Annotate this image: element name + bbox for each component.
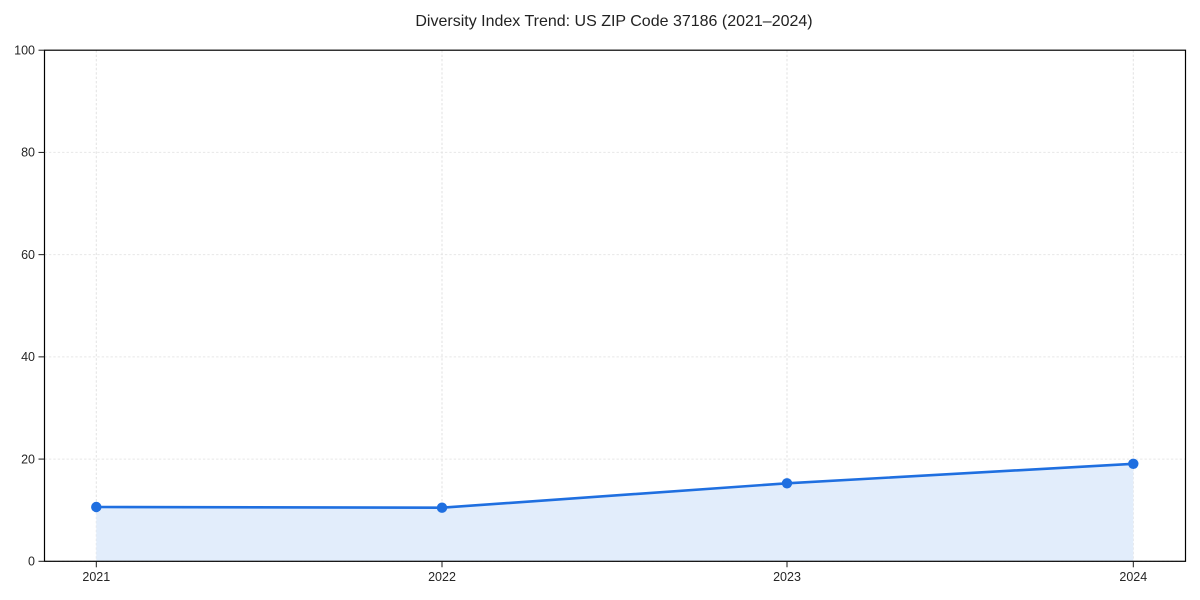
svg-text:100: 100 bbox=[14, 44, 35, 58]
svg-text:80: 80 bbox=[21, 146, 35, 160]
svg-text:60: 60 bbox=[21, 248, 35, 262]
svg-text:2023: 2023 bbox=[773, 570, 801, 584]
svg-text:40: 40 bbox=[21, 350, 35, 364]
svg-text:20: 20 bbox=[21, 452, 35, 466]
svg-text:2022: 2022 bbox=[428, 570, 456, 584]
svg-text:2024: 2024 bbox=[1119, 570, 1147, 584]
svg-text:2021: 2021 bbox=[82, 570, 110, 584]
svg-text:0: 0 bbox=[28, 555, 35, 569]
